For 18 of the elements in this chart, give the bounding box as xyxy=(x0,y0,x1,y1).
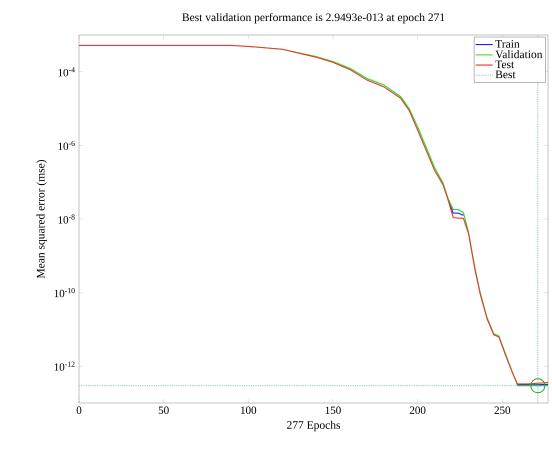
legend-label: Best xyxy=(496,70,516,78)
x-tick-label: 250 xyxy=(494,406,510,414)
y-tick-label: 10$^{-4}$ xyxy=(58,67,75,76)
x-tick-label: 50 xyxy=(158,406,169,414)
legend-label: Train xyxy=(495,40,520,48)
x-tick-label: 0 xyxy=(76,406,82,414)
x-axis-title: 277 Epochs xyxy=(287,420,340,432)
legend-label: Test xyxy=(495,60,514,68)
y-tick-label: 10$^{-6}$ xyxy=(58,140,75,150)
legend-label: Validation xyxy=(495,50,542,58)
y-axis-title: Mean squared error (mse) xyxy=(36,160,47,278)
x-tick-label: 200 xyxy=(410,406,426,414)
y-tick-label: 10$^{-8}$ xyxy=(58,214,75,224)
x-tick-label: 150 xyxy=(326,406,341,414)
y-tick-label: 10$^{-10}$ xyxy=(54,288,75,298)
x-tick-label: 100 xyxy=(241,406,256,414)
y-tick-label: 10$^{-12}$ xyxy=(54,362,75,371)
chart-title: Best validation performance is 2.9493e-013 at epoch 271 xyxy=(182,12,444,24)
